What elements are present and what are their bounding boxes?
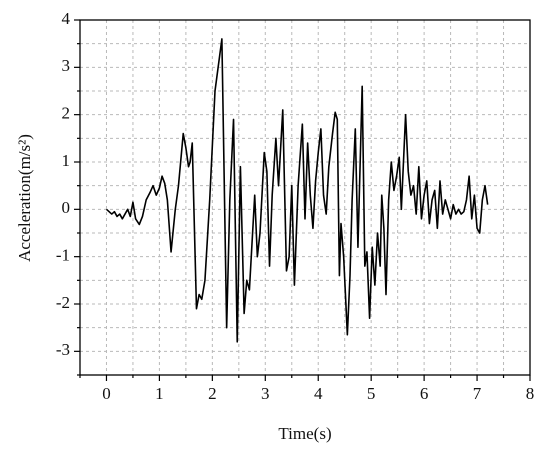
data-line	[105, 38, 489, 343]
x-axis-label: Time(s)	[278, 424, 331, 443]
x-tick-label: 3	[261, 384, 270, 403]
x-tick-label: 4	[314, 384, 323, 403]
y-tick-label: 0	[62, 198, 71, 217]
y-tick-label: -3	[56, 340, 70, 359]
x-tick-label: 8	[526, 384, 535, 403]
x-tick-label: 5	[367, 384, 376, 403]
x-tick-label: 7	[473, 384, 482, 403]
x-tick-label: 1	[155, 384, 164, 403]
x-tick-label: 0	[102, 384, 111, 403]
y-tick-label: 3	[62, 56, 71, 75]
x-tick-label: 2	[208, 384, 217, 403]
y-tick-label: -1	[56, 246, 70, 265]
y-tick-label: 4	[62, 9, 71, 28]
y-tick-label: 1	[62, 151, 71, 170]
y-tick-label: 2	[62, 104, 71, 123]
plot-frame	[79, 19, 531, 376]
y-axis-label: Acceleration(m/s²)	[15, 134, 34, 262]
x-tick-label: 6	[420, 384, 429, 403]
y-tick-label: -2	[56, 293, 70, 312]
